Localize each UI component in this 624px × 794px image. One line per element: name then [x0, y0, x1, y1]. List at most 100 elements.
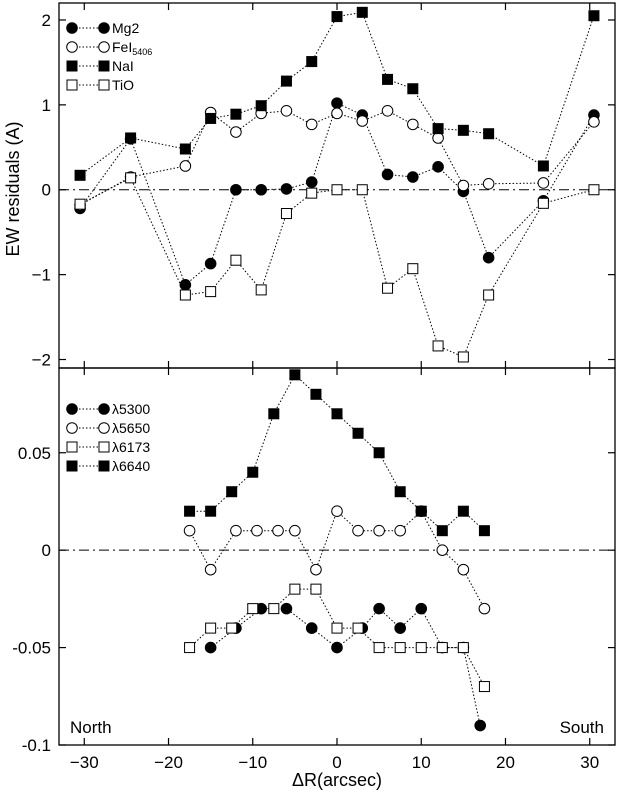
data-point	[537, 177, 550, 189]
data-point	[310, 563, 322, 576]
y-tick-label: 0	[42, 181, 51, 200]
north-label: North	[70, 718, 112, 737]
legend-entry-6640: λ6640	[66, 458, 150, 474]
data-point	[457, 505, 469, 517]
data-point	[474, 719, 487, 732]
legend-marker-left	[66, 60, 78, 72]
data-point	[184, 642, 196, 654]
data-point	[230, 524, 242, 537]
x-tick-label: 10	[412, 753, 431, 772]
data-point	[204, 641, 217, 654]
data-point	[331, 408, 343, 420]
data-point	[588, 116, 600, 128]
data-point	[310, 583, 322, 595]
data-point	[230, 108, 242, 120]
data-point	[247, 603, 259, 615]
legend-marker-left	[66, 422, 78, 434]
data-point	[331, 11, 343, 23]
data-point	[483, 289, 495, 301]
series-line	[189, 588, 485, 687]
data-point	[272, 524, 284, 537]
series-nai	[74, 6, 600, 181]
data-point	[184, 505, 196, 517]
data-point	[226, 486, 238, 498]
data-point	[74, 198, 86, 210]
x-tick-label: −20	[154, 753, 183, 772]
y-tick-label: 0	[42, 541, 51, 560]
legend-marker-right	[98, 60, 110, 72]
data-point	[251, 524, 263, 537]
legend-label: TiO	[112, 77, 134, 93]
data-point	[432, 132, 444, 144]
legend-marker-right	[98, 22, 110, 34]
legend-marker-right	[98, 422, 110, 434]
legend-subscript: 5406	[132, 47, 152, 57]
legend-entry-tio: TiO	[66, 77, 134, 93]
data-point	[478, 525, 490, 537]
legend-label: λ6173	[112, 439, 150, 455]
data-point	[382, 73, 394, 85]
data-point	[373, 602, 385, 615]
bottom-panel-plot: -0.1 -0.05 0 0.05 −30 −20 −10 0 10 20 30 λ5300 λ5650…	[12, 368, 615, 772]
data-point	[179, 279, 192, 291]
y-tick-label: -0.1	[22, 736, 51, 755]
data-point	[289, 524, 301, 537]
series-5300	[204, 602, 487, 732]
legend-entry-5300: λ5300	[66, 401, 150, 417]
data-point	[125, 132, 137, 144]
data-point	[74, 169, 86, 181]
legend-marker-right	[98, 441, 110, 453]
data-point	[310, 388, 322, 400]
data-point	[230, 183, 242, 196]
data-point	[394, 524, 406, 537]
data-point	[381, 105, 394, 117]
data-point	[457, 124, 469, 136]
series-6173	[184, 583, 490, 693]
data-point	[432, 161, 444, 173]
data-point	[457, 351, 469, 363]
legend-label: λ5300	[112, 401, 150, 417]
data-point	[247, 466, 259, 478]
legend-marker-left	[66, 79, 78, 91]
data-point	[226, 622, 238, 634]
data-point	[482, 251, 495, 264]
data-point	[432, 123, 444, 135]
y-tick-label: -0.05	[12, 639, 51, 658]
data-point	[407, 83, 419, 95]
data-point	[306, 56, 318, 68]
data-point	[373, 642, 385, 654]
legend-entry-5650: λ5650	[66, 420, 150, 436]
data-point	[331, 184, 343, 196]
data-point	[382, 282, 394, 294]
y-tick-label: −2	[32, 351, 51, 370]
data-point	[457, 642, 469, 654]
data-point	[415, 642, 427, 654]
legend-marker-right	[98, 41, 110, 53]
data-point	[204, 563, 217, 576]
data-point	[381, 168, 394, 181]
data-point	[588, 10, 600, 22]
data-point	[179, 143, 191, 155]
y-axis-title: EW residuals (A)	[3, 121, 23, 256]
legend-marker-right	[98, 79, 110, 91]
data-point	[331, 622, 343, 634]
x-tick-label: 30	[580, 753, 599, 772]
data-point	[407, 263, 419, 275]
data-point	[205, 286, 217, 298]
data-point	[280, 105, 293, 117]
data-point	[394, 486, 406, 498]
y-tick-label: 0.05	[18, 444, 51, 463]
data-point	[255, 183, 267, 196]
series-line	[210, 607, 481, 726]
data-point	[305, 176, 318, 188]
data-point	[436, 642, 448, 654]
legend-marker-left	[66, 22, 78, 34]
data-point	[305, 622, 318, 634]
data-point	[415, 602, 428, 615]
data-point	[268, 603, 280, 615]
data-point	[268, 408, 280, 420]
data-point	[230, 126, 242, 138]
y-tick-label: 1	[42, 96, 51, 115]
data-point	[373, 447, 385, 459]
